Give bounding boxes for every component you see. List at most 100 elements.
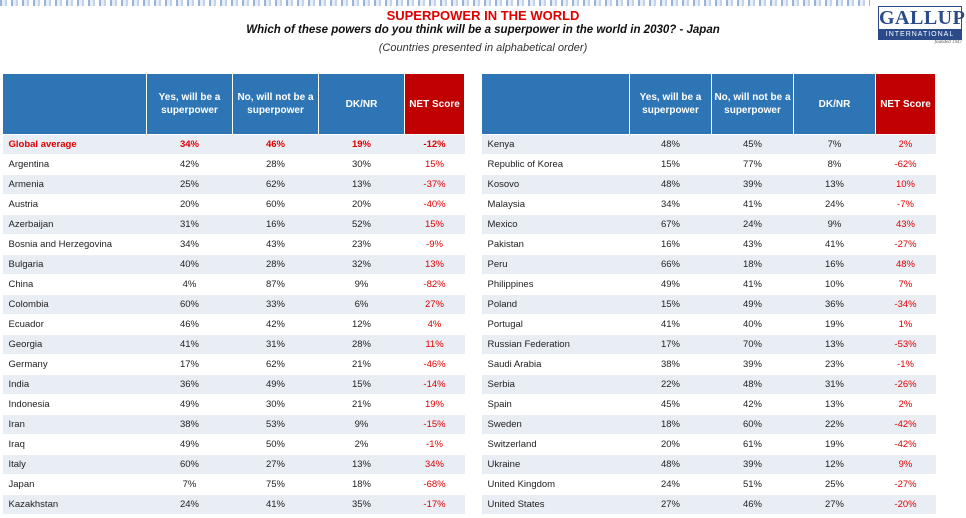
no-cell: 40% [711, 314, 794, 335]
country-cell: Georgia [2, 334, 147, 355]
table-row: Russian Federation 17% 70% 13% -53% [481, 334, 936, 355]
net-score-cell: -17% [404, 494, 465, 515]
country-cell: Kazakhstan [2, 494, 147, 515]
table-header-row: Yes, will be a superpower No, will not b… [481, 73, 936, 135]
table-row: Serbia 22% 48% 31% -26% [481, 374, 936, 395]
table-row: Georgia 41% 31% 28% 11% [2, 334, 465, 355]
no-cell: 51% [711, 474, 794, 495]
table-row: Pakistan 16% 43% 41% -27% [481, 234, 936, 255]
table-row: Germany 17% 62% 21% -46% [2, 354, 465, 375]
no-cell: 27% [232, 454, 319, 475]
no-cell: 18% [711, 254, 794, 275]
net-score-cell: -7% [875, 194, 936, 215]
dk-cell: 8% [793, 154, 876, 175]
dk-cell: 16% [793, 254, 876, 275]
yes-cell: 36% [146, 374, 233, 395]
no-cell: 60% [232, 194, 319, 215]
table-row: Portugal 41% 40% 19% 1% [481, 314, 936, 335]
net-column-header: NET Score [875, 73, 936, 135]
table-row: Argentina 42% 28% 30% 15% [2, 154, 465, 175]
dk-cell: 15% [318, 374, 405, 395]
yes-cell: 20% [629, 434, 712, 455]
country-cell: Spain [481, 394, 630, 415]
country-cell: United Kingdom [481, 474, 630, 495]
no-cell: 62% [232, 354, 319, 375]
yes-cell: 15% [629, 154, 712, 175]
yes-cell: 45% [629, 394, 712, 415]
dk-cell: 19% [318, 134, 405, 155]
yes-cell: 38% [146, 414, 233, 435]
page-title: SUPERPOWER IN THE WORLD [386, 8, 580, 23]
table-row: Indonesia 49% 30% 21% 19% [2, 394, 465, 415]
net-score-cell: -46% [404, 354, 465, 375]
table-row: Colombia 60% 33% 6% 27% [2, 294, 465, 315]
country-cell: Pakistan [481, 234, 630, 255]
country-cell: Iraq [2, 434, 147, 455]
decorative-top-strip [0, 0, 870, 6]
country-cell: Sweden [481, 414, 630, 435]
net-score-cell: -27% [875, 474, 936, 495]
table-row: Kenya 48% 45% 7% 2% [481, 134, 936, 155]
yes-cell: 42% [146, 154, 233, 175]
table-row: India 36% 49% 15% -14% [2, 374, 465, 395]
country-cell: Switzerland [481, 434, 630, 455]
yes-column-header: Yes, will be a superpower [629, 73, 712, 135]
yes-cell: 41% [146, 334, 233, 355]
no-cell: 46% [711, 494, 794, 515]
country-cell: Armenia [2, 174, 147, 195]
net-score-cell: 4% [404, 314, 465, 335]
table-row: Bulgaria 40% 28% 32% 13% [2, 254, 465, 275]
country-cell: Colombia [2, 294, 147, 315]
table-row: Armenia 25% 62% 13% -37% [2, 174, 465, 195]
dk-cell: 20% [318, 194, 405, 215]
country-cell: Ukraine [481, 454, 630, 475]
country-cell: Japan [2, 474, 147, 495]
no-cell: 62% [232, 174, 319, 195]
dk-cell: 21% [318, 394, 405, 415]
dk-cell: 10% [793, 274, 876, 295]
net-score-cell: 2% [875, 394, 936, 415]
yes-cell: 4% [146, 274, 233, 295]
yes-cell: 31% [146, 214, 233, 235]
no-cell: 75% [232, 474, 319, 495]
country-cell: Portugal [481, 314, 630, 335]
net-score-cell: 13% [404, 254, 465, 275]
question-subtitle: Which of these powers do you think will … [246, 24, 720, 36]
yes-cell: 60% [146, 454, 233, 475]
dk-cell: 32% [318, 254, 405, 275]
country-cell: United States [481, 494, 630, 515]
no-cell: 28% [232, 154, 319, 175]
no-cell: 42% [232, 314, 319, 335]
table-row: Japan 7% 75% 18% -68% [2, 474, 465, 495]
country-cell: Poland [481, 294, 630, 315]
yes-cell: 40% [146, 254, 233, 275]
country-column-header [481, 73, 630, 135]
no-cell: 48% [711, 374, 794, 395]
dk-column-header: DK/NR [318, 73, 405, 135]
net-score-cell: 2% [875, 134, 936, 155]
dk-cell: 23% [793, 354, 876, 375]
table-row: Italy 60% 27% 13% 34% [2, 454, 465, 475]
no-cell: 46% [232, 134, 319, 155]
net-score-cell: -26% [875, 374, 936, 395]
dk-cell: 41% [793, 234, 876, 255]
country-cell: Germany [2, 354, 147, 375]
yes-cell: 49% [146, 434, 233, 455]
yes-cell: 49% [629, 274, 712, 295]
net-score-cell: 1% [875, 314, 936, 335]
dk-cell: 22% [793, 414, 876, 435]
no-cell: 43% [232, 234, 319, 255]
country-cell: Russian Federation [481, 334, 630, 355]
table-row: Spain 45% 42% 13% 2% [481, 394, 936, 415]
no-cell: 50% [232, 434, 319, 455]
table-row: Azerbaijan 31% 16% 52% 15% [2, 214, 465, 235]
net-score-cell: 15% [404, 154, 465, 175]
dk-cell: 12% [793, 454, 876, 475]
results-table-left: Yes, will be a superpower No, will not b… [2, 73, 465, 515]
net-score-cell: -12% [404, 134, 465, 155]
table-row: Austria 20% 60% 20% -40% [2, 194, 465, 215]
country-cell: Kenya [481, 134, 630, 155]
country-cell: Kosovo [481, 174, 630, 195]
net-score-cell: -40% [404, 194, 465, 215]
logo-founded: founded 1947 [934, 40, 962, 45]
